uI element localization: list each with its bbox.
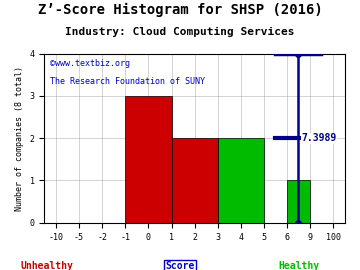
Bar [125,96,171,223]
Bar [218,138,264,223]
Text: ©www.textbiz.org: ©www.textbiz.org [50,59,130,68]
Text: Z’-Score Histogram for SHSP (2016): Z’-Score Histogram for SHSP (2016) [38,3,322,17]
Text: The Research Foundation of SUNY: The Research Foundation of SUNY [50,77,205,86]
Text: Healthy: Healthy [278,261,319,270]
Y-axis label: Number of companies (8 total): Number of companies (8 total) [15,66,24,211]
Text: Unhealthy: Unhealthy [21,261,73,270]
Text: 7.3989: 7.3989 [301,133,337,143]
Bar [287,180,310,223]
Text: Industry: Cloud Computing Services: Industry: Cloud Computing Services [65,27,295,37]
Text: Score: Score [165,261,195,270]
Bar [171,138,218,223]
